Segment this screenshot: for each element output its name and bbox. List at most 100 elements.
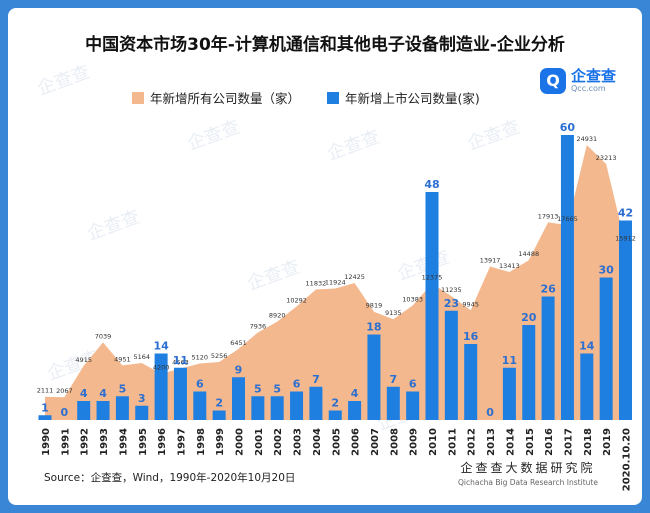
area-label-2009: 10383 <box>402 295 423 303</box>
bar-1999 <box>212 410 226 420</box>
institute: 企查查大数据研究院 Qichacha Big Data Research Ins… <box>448 459 608 487</box>
bar-1992 <box>77 401 91 420</box>
area-label-2020.10.20: 15912 <box>615 234 636 242</box>
bar-1993 <box>96 401 110 420</box>
area-label-2004: 11832 <box>306 279 327 287</box>
area-label-1994: 4951 <box>114 355 131 363</box>
x-tick-2009: 2009 <box>409 428 420 456</box>
x-tick-2012: 2012 <box>467 428 478 456</box>
bar-label-1999: 2 <box>215 397 223 410</box>
chart-title: 中国资本市场30年-计算机通信和其他电子设备制造业-企业分析 <box>85 35 565 55</box>
legend-label-area: 年新增所有公司数量（家） <box>150 91 301 106</box>
x-tick-1993: 1993 <box>99 428 110 456</box>
bar-label-1990: 1 <box>41 401 49 414</box>
bar-2019 <box>599 277 613 420</box>
area-label-2012: 9945 <box>462 300 479 308</box>
area-label-2019: 23213 <box>596 154 617 162</box>
brand-logo: Q 企查查 Qcc.com <box>540 68 616 94</box>
x-tick-2017: 2017 <box>563 428 574 456</box>
area-label-1996: 4200 <box>153 364 170 372</box>
x-tick-1998: 1998 <box>196 428 207 456</box>
area-label-2001: 7936 <box>250 322 267 330</box>
x-tick-2019: 2019 <box>602 428 613 456</box>
bar-2011 <box>444 310 458 420</box>
x-tick-1990: 1990 <box>41 428 52 456</box>
legend-swatch-bar <box>327 91 339 104</box>
bar-2003 <box>290 391 304 420</box>
x-tick-2002: 2002 <box>273 428 284 456</box>
area-label-2010: 12375 <box>422 273 443 281</box>
bar-label-2012: 16 <box>463 330 479 343</box>
bar-1996 <box>154 353 168 420</box>
x-tick-2006: 2006 <box>351 428 362 456</box>
bar-label-2020.10.20: 42 <box>618 207 633 220</box>
bar-label-1998: 6 <box>196 378 204 391</box>
area-label-1997: 4663 <box>172 359 189 367</box>
bar-label-2016: 26 <box>540 283 556 296</box>
bar-label-1991: 0 <box>61 406 69 419</box>
watermark-4: 企查查 <box>85 206 143 244</box>
x-tick-2007: 2007 <box>370 428 381 456</box>
x-tick-2016: 2016 <box>544 428 555 456</box>
x-tick-2020.10.20: 2020.10.20 <box>622 428 633 491</box>
bar-2002 <box>270 396 284 420</box>
bar-label-2007: 18 <box>366 321 381 334</box>
bar-label-2003: 6 <box>293 378 301 391</box>
bar-label-2009: 6 <box>409 378 417 391</box>
legend-item-area: 年新增所有公司数量（家） <box>132 88 300 107</box>
bar-label-2006: 4 <box>351 387 359 400</box>
area-label-2013: 13917 <box>480 256 501 264</box>
logo-mark-icon: Q <box>540 68 566 94</box>
bar-label-2017: 60 <box>560 121 576 134</box>
bar-2014 <box>502 367 516 420</box>
x-tick-1997: 1997 <box>176 428 187 456</box>
bar-2017 <box>560 135 574 420</box>
bar-1990 <box>38 415 52 420</box>
area-label-2006: 12425 <box>344 273 365 281</box>
area-label-2008: 9135 <box>385 309 402 317</box>
x-tick-2005: 2005 <box>331 428 342 456</box>
bar-label-2000: 9 <box>235 363 243 376</box>
watermark-5: 企查查 <box>245 256 303 294</box>
bar-label-2019: 30 <box>598 264 614 277</box>
bar-label-2015: 20 <box>521 311 537 324</box>
bar-label-2008: 7 <box>389 373 397 386</box>
watermark-3: 企查查 <box>465 116 523 154</box>
x-tick-1999: 1999 <box>215 428 226 456</box>
area-label-2000: 6451 <box>230 339 247 347</box>
area-label-2003: 10292 <box>286 296 307 304</box>
bar-2007 <box>367 334 381 420</box>
bar-2009 <box>406 391 420 420</box>
area-label-2011: 11235 <box>441 286 462 294</box>
x-tick-1995: 1995 <box>138 428 149 456</box>
bar-label-1994: 5 <box>119 382 127 395</box>
institute-name-cn: 企查查大数据研究院 <box>460 461 596 475</box>
area-series-total-companies <box>45 145 626 420</box>
area-label-1998: 5120 <box>192 354 209 362</box>
area-label-2018: 24931 <box>576 135 597 143</box>
bar-label-1993: 4 <box>99 387 107 400</box>
watermark-0: 企查查 <box>35 61 93 99</box>
bar-2015 <box>522 325 536 420</box>
watermark-1: 企查查 <box>185 116 243 154</box>
institute-name-en: Qichacha Big Data Research Institute <box>458 478 598 487</box>
bar-1995 <box>135 405 149 420</box>
bar-label-2010: 48 <box>424 178 439 191</box>
legend-swatch-area <box>132 91 144 104</box>
bar-label-2013: 0 <box>486 406 494 419</box>
x-tick-1992: 1992 <box>80 428 91 456</box>
legend-label-bar: 年新增上市公司数量(家) <box>345 91 480 106</box>
area-label-1993: 7039 <box>95 332 112 340</box>
bar-label-2014: 11 <box>502 354 517 367</box>
area-label-2016: 17913 <box>538 212 559 220</box>
logo-sub: Qcc.com <box>571 84 606 93</box>
x-tick-1996: 1996 <box>157 428 168 456</box>
bar-1997 <box>173 367 187 420</box>
bar-2016 <box>541 296 555 420</box>
x-tick-2003: 2003 <box>293 428 304 456</box>
bar-label-2002: 5 <box>273 382 281 395</box>
x-tick-2018: 2018 <box>583 428 594 456</box>
bar-2018 <box>580 353 594 420</box>
bar-label-2001: 5 <box>254 382 262 395</box>
x-tick-1991: 1991 <box>60 428 71 456</box>
